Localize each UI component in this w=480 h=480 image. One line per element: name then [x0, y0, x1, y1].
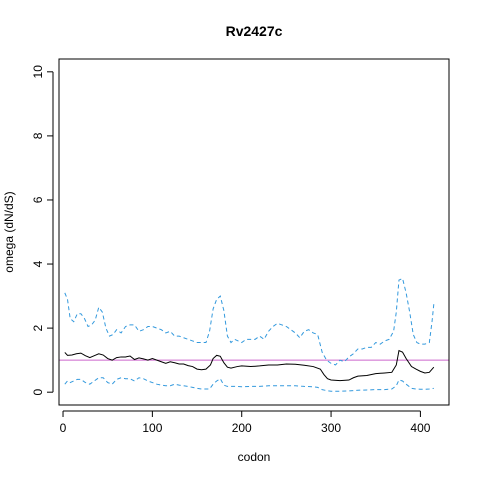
plot-layer: [59, 277, 449, 392]
x-tick-label: 400: [410, 421, 430, 435]
x-tick-label: 300: [321, 421, 341, 435]
x-axis-label: codon: [238, 450, 271, 464]
series-line-upper: [64, 277, 435, 366]
plot-frame: [58, 58, 450, 406]
chart-title: Rv2427c: [226, 23, 283, 39]
y-axis-label: omega (dN/dS): [2, 191, 16, 272]
y-tick-label: 10: [31, 65, 45, 79]
y-tick-label: 0: [31, 389, 45, 396]
x-axis: 0 100 200 300 400: [60, 410, 431, 435]
y-tick-label: 6: [31, 196, 45, 203]
x-tick-label: 200: [232, 421, 252, 435]
series-line-estimate: [64, 349, 435, 382]
x-tick-label: 0: [60, 421, 67, 435]
x-tick-label: 100: [142, 421, 162, 435]
y-tick-label: 2: [31, 324, 45, 331]
y-tick-label: 8: [31, 132, 45, 139]
y-axis: 0 2 4 6 8 10: [31, 65, 54, 396]
y-tick-label: 4: [31, 260, 45, 267]
